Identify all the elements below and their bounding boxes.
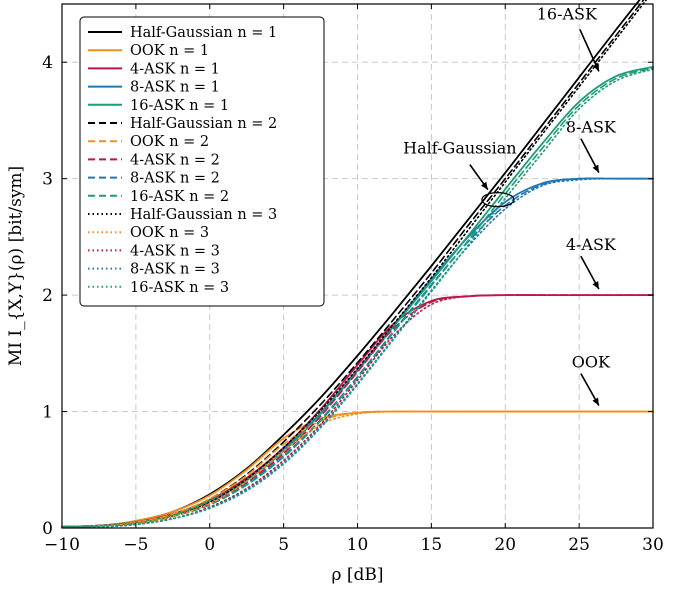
x-tick-label-1: −5 [123, 535, 148, 555]
legend-box [79, 16, 325, 307]
annotation-arrow-4 [469, 164, 489, 191]
annotation-label-4: Half-Gaussian [403, 139, 516, 158]
curves [61, 0, 654, 528]
annotation-label-3: OOK [572, 353, 611, 372]
legend-entry-12: 4-ASK n = 3 [130, 243, 220, 259]
legend-entry-10: Half-Gaussian n = 3 [130, 207, 277, 223]
legend-entry-8: 8-ASK n = 2 [130, 171, 220, 187]
legend: Half-Gaussian n = 1 OOK n = 1 4-ASK n = 1 8… [79, 16, 325, 307]
x-axis-label: ρ [dB] [331, 565, 383, 585]
annotations: 16-ASK 8-ASK 4-ASK OOK Half-Gaussian [403, 4, 617, 406]
legend-entry-1: OOK n = 1 [130, 43, 209, 59]
series-line-14 [61, 68, 654, 528]
legend-entry-0: Half-Gaussian n = 1 [130, 25, 277, 41]
half-gaussian-ellipse [481, 191, 515, 208]
annotation-arrow-0 [579, 29, 600, 72]
x-tick-label-6: 20 [494, 535, 516, 555]
axes [61, 3, 654, 529]
annotation-label-0: 16-ASK [537, 4, 598, 23]
tick-labels: −10 −5 0 5 10 15 20 25 30 0 1 2 3 4 [42, 53, 664, 555]
legend-entry-3: 8-ASK n = 1 [130, 80, 220, 96]
legend-entry-6: OOK n = 2 [130, 134, 209, 150]
legend-entry-4: 16-ASK n = 1 [130, 98, 229, 114]
y-tick-label-1: 1 [42, 403, 53, 423]
legend-entry-13: 8-ASK n = 3 [130, 262, 220, 278]
annotation-arrow-1 [580, 138, 600, 174]
annotation-arrow-3 [580, 373, 600, 406]
legend-entry-2: 4-ASK n = 1 [130, 61, 220, 77]
annotation-label-1: 8-ASK [566, 118, 617, 137]
y-tick-label-4: 4 [42, 53, 53, 73]
x-tick-label-4: 10 [347, 535, 369, 555]
legend-entry-5: Half-Gaussian n = 2 [130, 116, 277, 132]
legend-entry-11: OOK n = 3 [130, 225, 209, 241]
x-tick-label-3: 5 [278, 535, 289, 555]
legend-entry-14: 16-ASK n = 3 [130, 280, 229, 296]
series-line-11 [61, 410, 654, 528]
x-tick-label-2: 0 [204, 535, 215, 555]
y-tick-label-3: 3 [42, 170, 53, 190]
y-axis-label: MI I_{X,Y}(ρ) [bit/sym] [6, 166, 26, 366]
y-tick-label-2: 2 [42, 286, 53, 306]
legend-entry-9: 16-ASK n = 2 [130, 189, 229, 205]
y-tick-label-0: 0 [42, 519, 53, 539]
x-tick-label-0: −10 [44, 535, 80, 555]
annotation-label-2: 4-ASK [566, 235, 617, 254]
x-tick-label-8: 30 [642, 535, 664, 555]
annotation-arrow-2 [580, 255, 600, 290]
legend-entry-7: 4-ASK n = 2 [130, 152, 220, 168]
x-tick-label-5: 15 [421, 535, 443, 555]
x-tick-label-7: 25 [568, 535, 590, 555]
